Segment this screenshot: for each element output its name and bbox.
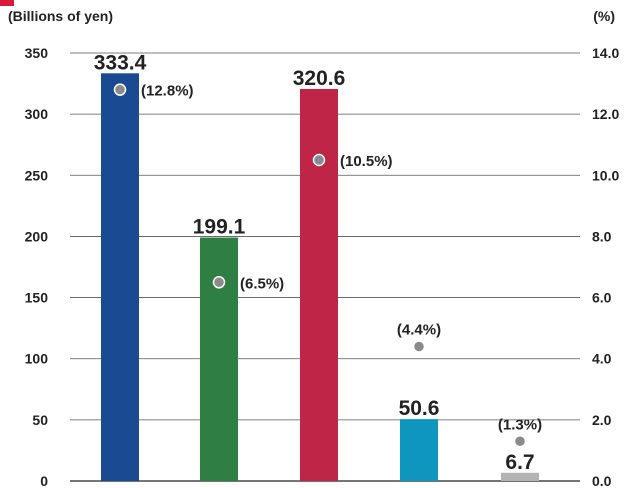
y2-tick-label: 8.0 <box>592 228 612 244</box>
y2-tick-label: 12.0 <box>592 106 619 122</box>
ratio-marker <box>513 435 527 448</box>
y2-tick-label: 10.0 <box>592 167 619 183</box>
bar <box>300 88 338 482</box>
bar <box>101 73 139 481</box>
y-tick-label: 0 <box>40 473 48 488</box>
y-tick-label: 100 <box>25 351 49 367</box>
bar-value-label: 6.7 <box>505 451 534 474</box>
accent-mark <box>0 0 14 6</box>
bar-value-label: 199.1 <box>193 216 246 239</box>
bar <box>200 237 238 481</box>
bar-value-label: 333.4 <box>94 51 147 74</box>
y-tick-label: 300 <box>25 106 49 122</box>
ratio-marker <box>312 153 326 167</box>
ratio-label: (4.4%) <box>397 321 441 338</box>
y-tick-label: 150 <box>25 290 49 306</box>
y2-tick-label: 2.0 <box>592 412 612 428</box>
bar-value-label: 50.6 <box>399 397 440 420</box>
y2-tick-label: 4.0 <box>592 351 612 367</box>
ratio-label: (6.5%) <box>240 275 284 292</box>
bar-value-label: 320.6 <box>293 67 346 90</box>
y2-tick-label: 14.0 <box>592 45 619 61</box>
ratio-marker <box>212 276 226 289</box>
y2-tick-label: 0.0 <box>592 473 612 488</box>
left-axis-unit: (Billions of yen) <box>8 8 113 24</box>
ratio-label: (12.8%) <box>141 83 194 100</box>
bar <box>501 472 539 481</box>
ratio-marker <box>412 340 426 353</box>
y-tick-label: 350 <box>25 45 49 61</box>
bar <box>400 419 438 481</box>
ratio-marker <box>113 83 127 96</box>
y-tick-label: 50 <box>32 412 48 428</box>
y-tick-label: 250 <box>25 167 49 183</box>
ratio-label: (10.5%) <box>340 153 393 170</box>
y2-tick-label: 6.0 <box>592 290 612 306</box>
right-axis-unit: (%) <box>593 8 615 24</box>
y-tick-label: 200 <box>25 228 49 244</box>
ratio-label: (1.3%) <box>498 416 542 433</box>
